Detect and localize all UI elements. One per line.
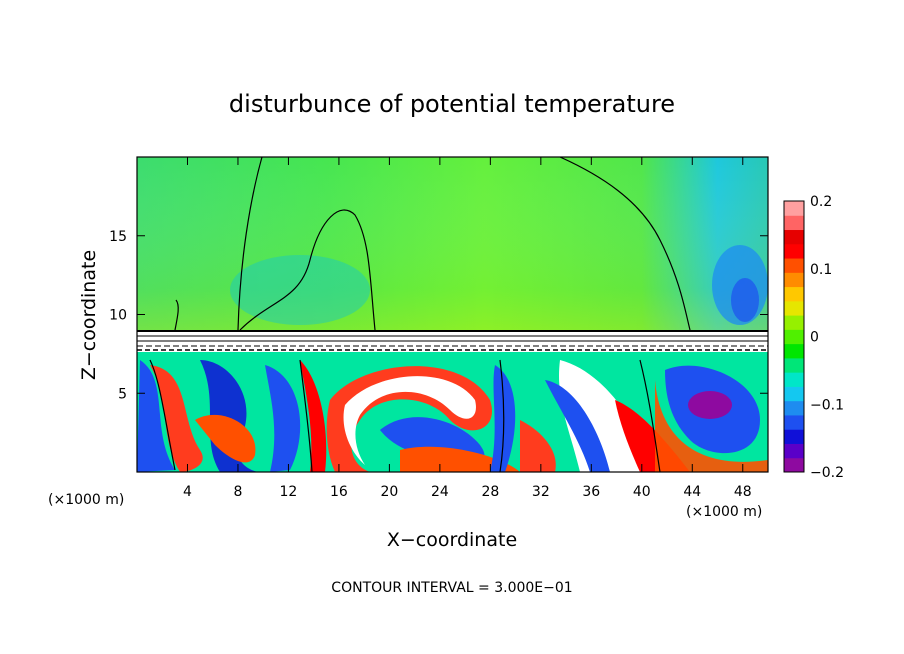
colorbar-swatch — [784, 315, 804, 330]
contour-interval: CONTOUR INTERVAL = 3.000E−01 — [331, 580, 572, 596]
x-tick-label: 8 — [233, 484, 242, 500]
y-axis-ticks: 5 10 15 — [109, 229, 768, 402]
cool-region-left — [230, 255, 370, 325]
colorbar-swatch — [784, 372, 804, 387]
x-unit-left: (×1000 m) — [48, 492, 124, 508]
x-tick-label: 24 — [431, 484, 449, 500]
white-swirl — [343, 376, 476, 465]
colorbar-swatch — [784, 414, 804, 430]
cold-vortex-core — [688, 391, 732, 419]
x-tick-label: 28 — [481, 484, 499, 500]
stable-layer-lines — [137, 330, 768, 351]
colorbar: 0.2 0.1 0 −0.1 −0.2 — [783, 194, 844, 481]
colorbar-swatch — [784, 258, 804, 273]
x-tick-label: 4 — [183, 484, 192, 500]
colorbar-tick-label: −0.2 — [810, 465, 844, 481]
colorbar-frame — [783, 200, 805, 473]
colorbar-swatch — [784, 243, 804, 259]
colorbar-swatch — [784, 329, 804, 345]
y-tick-label: 5 — [118, 386, 127, 402]
x-tick-label: 16 — [330, 484, 348, 500]
colorbar-swatch — [784, 457, 804, 473]
contour-lines — [149, 157, 691, 472]
y-axis-label: Z−coordinate — [78, 250, 100, 380]
x-tick-label: 20 — [380, 484, 398, 500]
x-axis-ticks: 4 8 12 16 20 24 28 32 36 40 44 48 — [183, 157, 752, 500]
cold-plume-upper-core — [731, 278, 759, 322]
colorbar-swatch — [784, 443, 804, 459]
colorbar-swatch — [784, 357, 804, 373]
colorbar-swatch — [784, 286, 804, 302]
eddy-4 — [195, 414, 256, 463]
eddy-5 — [265, 365, 301, 472]
colorbar-swatch — [784, 215, 804, 231]
colorbar-swatch — [784, 386, 804, 402]
x-tick-label: 12 — [280, 484, 298, 500]
colorbar-tick-label: 0.1 — [810, 262, 832, 278]
x-tick-label: 32 — [532, 484, 550, 500]
colorbar-swatch — [784, 300, 804, 316]
upper-field-shade — [137, 157, 768, 332]
x-tick-label: 36 — [582, 484, 600, 500]
y-tick-label: 15 — [109, 229, 127, 245]
x-tick-label: 40 — [633, 484, 651, 500]
colorbar-swatch — [784, 343, 804, 359]
colorbar-swatch — [784, 429, 804, 444]
y-tick-label: 10 — [109, 308, 127, 324]
colorbar-swatch — [784, 229, 804, 245]
eddy-2 — [150, 365, 203, 472]
colorbar-tick-label: 0.2 — [810, 194, 832, 210]
lower-field — [137, 352, 768, 472]
x-unit-right: (×1000 m) — [686, 504, 762, 520]
eddy-9 — [545, 380, 610, 472]
colorbar-swatch — [784, 272, 804, 288]
x-tick-label: 44 — [683, 484, 701, 500]
x-tick-label: 48 — [734, 484, 752, 500]
eddy-7 — [490, 365, 516, 472]
chart-title: disturbunce of potential temperature — [229, 90, 675, 118]
colorbar-tick-label: −0.1 — [810, 397, 844, 413]
eddy-6 — [300, 360, 327, 472]
x-axis-label: X−coordinate — [387, 529, 517, 551]
colorbar-swatch — [784, 201, 804, 216]
colorbar-tick-label: 0 — [810, 330, 819, 346]
plot-area — [137, 157, 768, 472]
eddy-1 — [137, 360, 175, 472]
eddy-8 — [520, 420, 556, 472]
warm-ring — [655, 380, 768, 472]
colorbar-swatch — [784, 400, 804, 416]
